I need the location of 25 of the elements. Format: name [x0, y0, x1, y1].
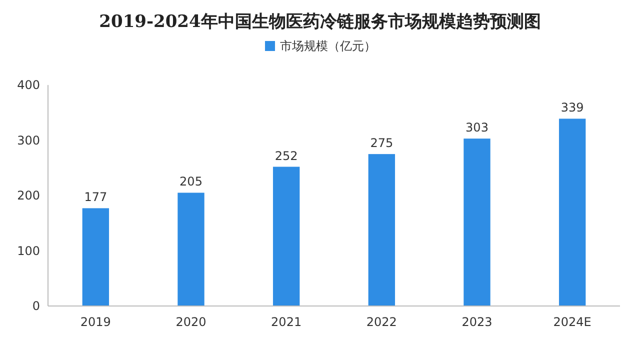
bar — [464, 138, 490, 306]
data-label: 205 — [180, 174, 202, 189]
bar — [272, 166, 300, 306]
chart-title: 2019-2024年中国生物医药冷链服务市场规模趋势预测图 — [99, 12, 541, 32]
data-label: 177 — [84, 190, 108, 204]
legend-label: 市场规模（亿元） — [280, 39, 376, 53]
data-label: 303 — [466, 120, 488, 135]
x-tick-label: 2022 — [366, 315, 397, 329]
x-tick-label: 2019 — [80, 315, 111, 329]
x-tick-label: 2024E — [553, 315, 592, 329]
data-label: 275 — [370, 136, 394, 150]
data-label: 339 — [560, 100, 584, 115]
x-tick-label: 2023 — [462, 315, 492, 329]
bar — [178, 192, 204, 306]
x-tick-label: 2021 — [271, 315, 302, 329]
bar — [558, 118, 586, 306]
y-tick-label: 300 — [17, 133, 40, 148]
x-tick-label: 2020 — [176, 315, 206, 329]
bar — [368, 154, 396, 306]
y-tick-label: 400 — [17, 78, 40, 92]
bar — [82, 208, 110, 306]
y-tick-label: 200 — [17, 188, 40, 202]
y-tick-label: 0 — [32, 299, 40, 313]
data-label: 252 — [274, 148, 298, 163]
y-tick-label: 100 — [17, 244, 40, 258]
